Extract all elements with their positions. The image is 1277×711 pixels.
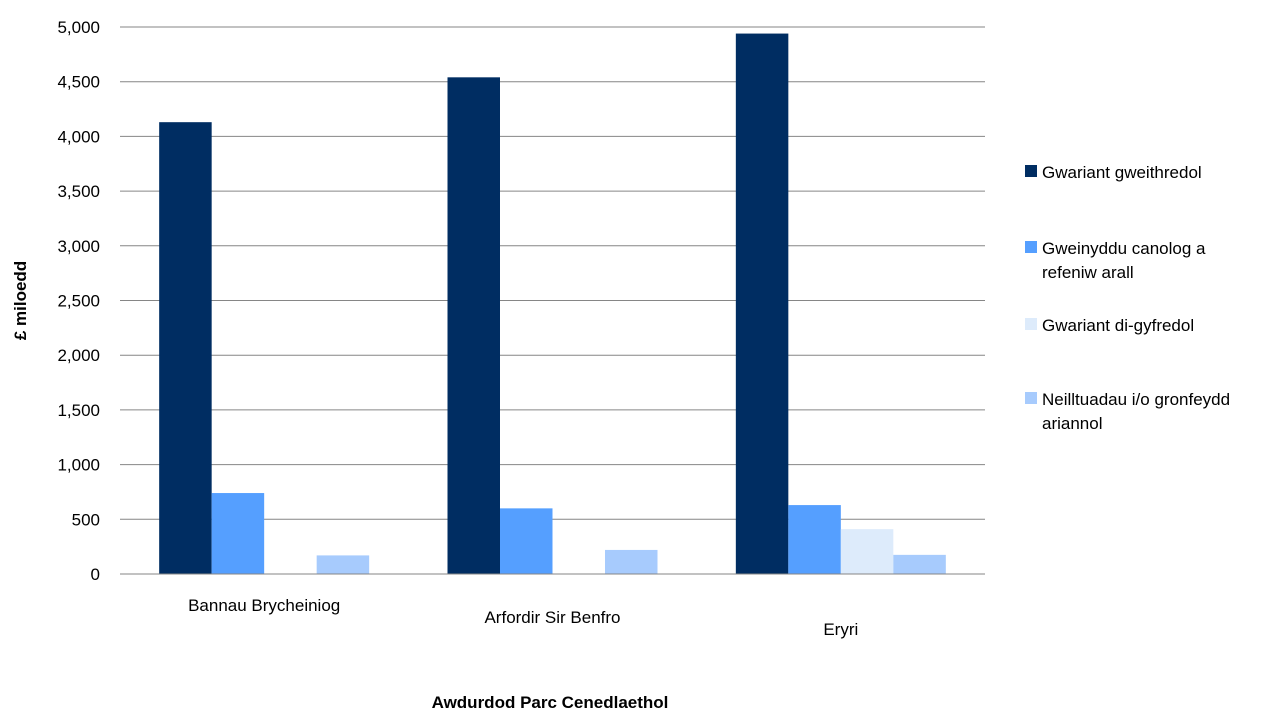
x-category-label: Eryri [823, 620, 858, 639]
gridlines [120, 26, 985, 520]
legend-swatch [1025, 318, 1037, 330]
bar [840, 529, 894, 574]
y-tick-label: 4,500 [57, 73, 100, 92]
legend-label: refeniw arall [1042, 263, 1134, 282]
x-category-label: Arfordir Sir Benfro [484, 608, 620, 627]
legend-label: ariannol [1042, 414, 1103, 433]
legend-label: Gweinyddu canolog a [1042, 239, 1206, 258]
x-category-label: Bannau Brycheiniog [188, 596, 340, 615]
x-axis-title: Awdurdod Parc Cenedlaethol [432, 693, 669, 711]
bars [159, 33, 946, 574]
bar [788, 505, 841, 574]
bar [211, 493, 265, 574]
bar [316, 555, 370, 574]
y-tick-label: 3,500 [57, 182, 100, 201]
y-tick-label: 4,000 [57, 127, 100, 146]
y-tick-label: 0 [91, 565, 100, 584]
y-tick-label: 500 [72, 510, 100, 529]
x-axis-category-labels: Bannau Brycheiniog Arfordir Sir Benfro Ery… [188, 596, 858, 639]
y-tick-label: 5,000 [57, 18, 100, 37]
legend-swatch [1025, 165, 1037, 177]
legend-swatch [1025, 392, 1037, 404]
legend-label: Gwariant di-gyfredol [1042, 316, 1194, 335]
bar [447, 77, 500, 574]
y-tick-label: 2,500 [57, 292, 100, 311]
bar [159, 122, 212, 574]
legend: Gwariant gweithredol Gweinyddu canolog a r… [1025, 163, 1230, 433]
bar [500, 508, 553, 574]
legend-label: Neilltuadau i/o gronfeydd [1042, 390, 1230, 409]
bar [893, 554, 946, 574]
y-axis-tick-labels: 0 500 1,000 1,500 2,000 2,500 3,000 3,500 4,000 4… [57, 18, 100, 584]
y-tick-label: 1,500 [57, 401, 100, 420]
y-tick-label: 3,000 [57, 237, 100, 256]
bar [735, 33, 789, 574]
y-axis-title: £ miloedd [11, 261, 30, 340]
legend-label: Gwariant gweithredol [1042, 163, 1202, 182]
y-tick-label: 1,000 [57, 456, 100, 475]
legend-swatch [1025, 241, 1037, 253]
bar [605, 549, 658, 574]
y-tick-label: 2,000 [57, 346, 100, 365]
